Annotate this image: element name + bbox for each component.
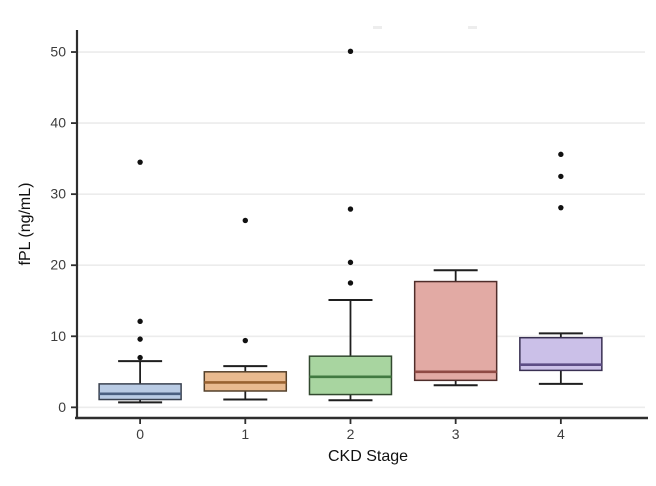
y-axis-title: fPL (ng/mL): [17, 183, 34, 266]
y-tick-label-20: 20: [50, 257, 66, 273]
x-axis-title: CKD Stage: [328, 448, 408, 465]
x-tick-label-3: 3: [452, 426, 460, 442]
box-stage-3: [413, 280, 498, 382]
outlier-point-stage-2: [347, 48, 354, 55]
outlier-point-stage-0: [137, 159, 143, 165]
y-tick-label-40: 40: [50, 115, 66, 131]
outlier-point-stage-0: [137, 354, 143, 361]
outlier-point-stage-2: [347, 259, 354, 266]
tick-labels-layer: 0 10 20 30 40 50 0 1 2 3 4: [50, 44, 565, 442]
y-tick-label-10: 10: [50, 328, 66, 344]
boxes-layer: [98, 48, 603, 404]
outlier-point-stage-4: [558, 173, 564, 180]
outlier-point-stage-0: [137, 318, 143, 325]
axes-layer: [71, 30, 648, 424]
outlier-point-stage-4: [558, 204, 564, 211]
y-tick-label-30: 30: [50, 186, 66, 202]
y-tick-label-50: 50: [50, 44, 66, 60]
x-tick-label-0: 0: [136, 426, 144, 442]
artifact-marks: [373, 26, 477, 29]
x-tick-label-2: 2: [347, 426, 355, 442]
box-stage-0: [98, 383, 182, 401]
outlier-point-stage-0: [137, 336, 143, 342]
outlier-point-stage-2: [347, 280, 354, 286]
outlier-point-stage-1: [242, 217, 248, 224]
outlier-point-stage-1: [242, 337, 248, 344]
outlier-point-stage-4: [558, 151, 564, 158]
gridlines-layer: [77, 51, 645, 409]
x-tick-label-1: 1: [241, 426, 249, 442]
x-tick-label-4: 4: [557, 426, 565, 442]
faint-artifact-mark: [373, 26, 382, 29]
box-stage-2: [308, 355, 393, 396]
y-tick-label-0: 0: [58, 399, 66, 415]
faint-artifact-mark: [468, 26, 477, 29]
outlier-point-stage-2: [347, 206, 354, 212]
